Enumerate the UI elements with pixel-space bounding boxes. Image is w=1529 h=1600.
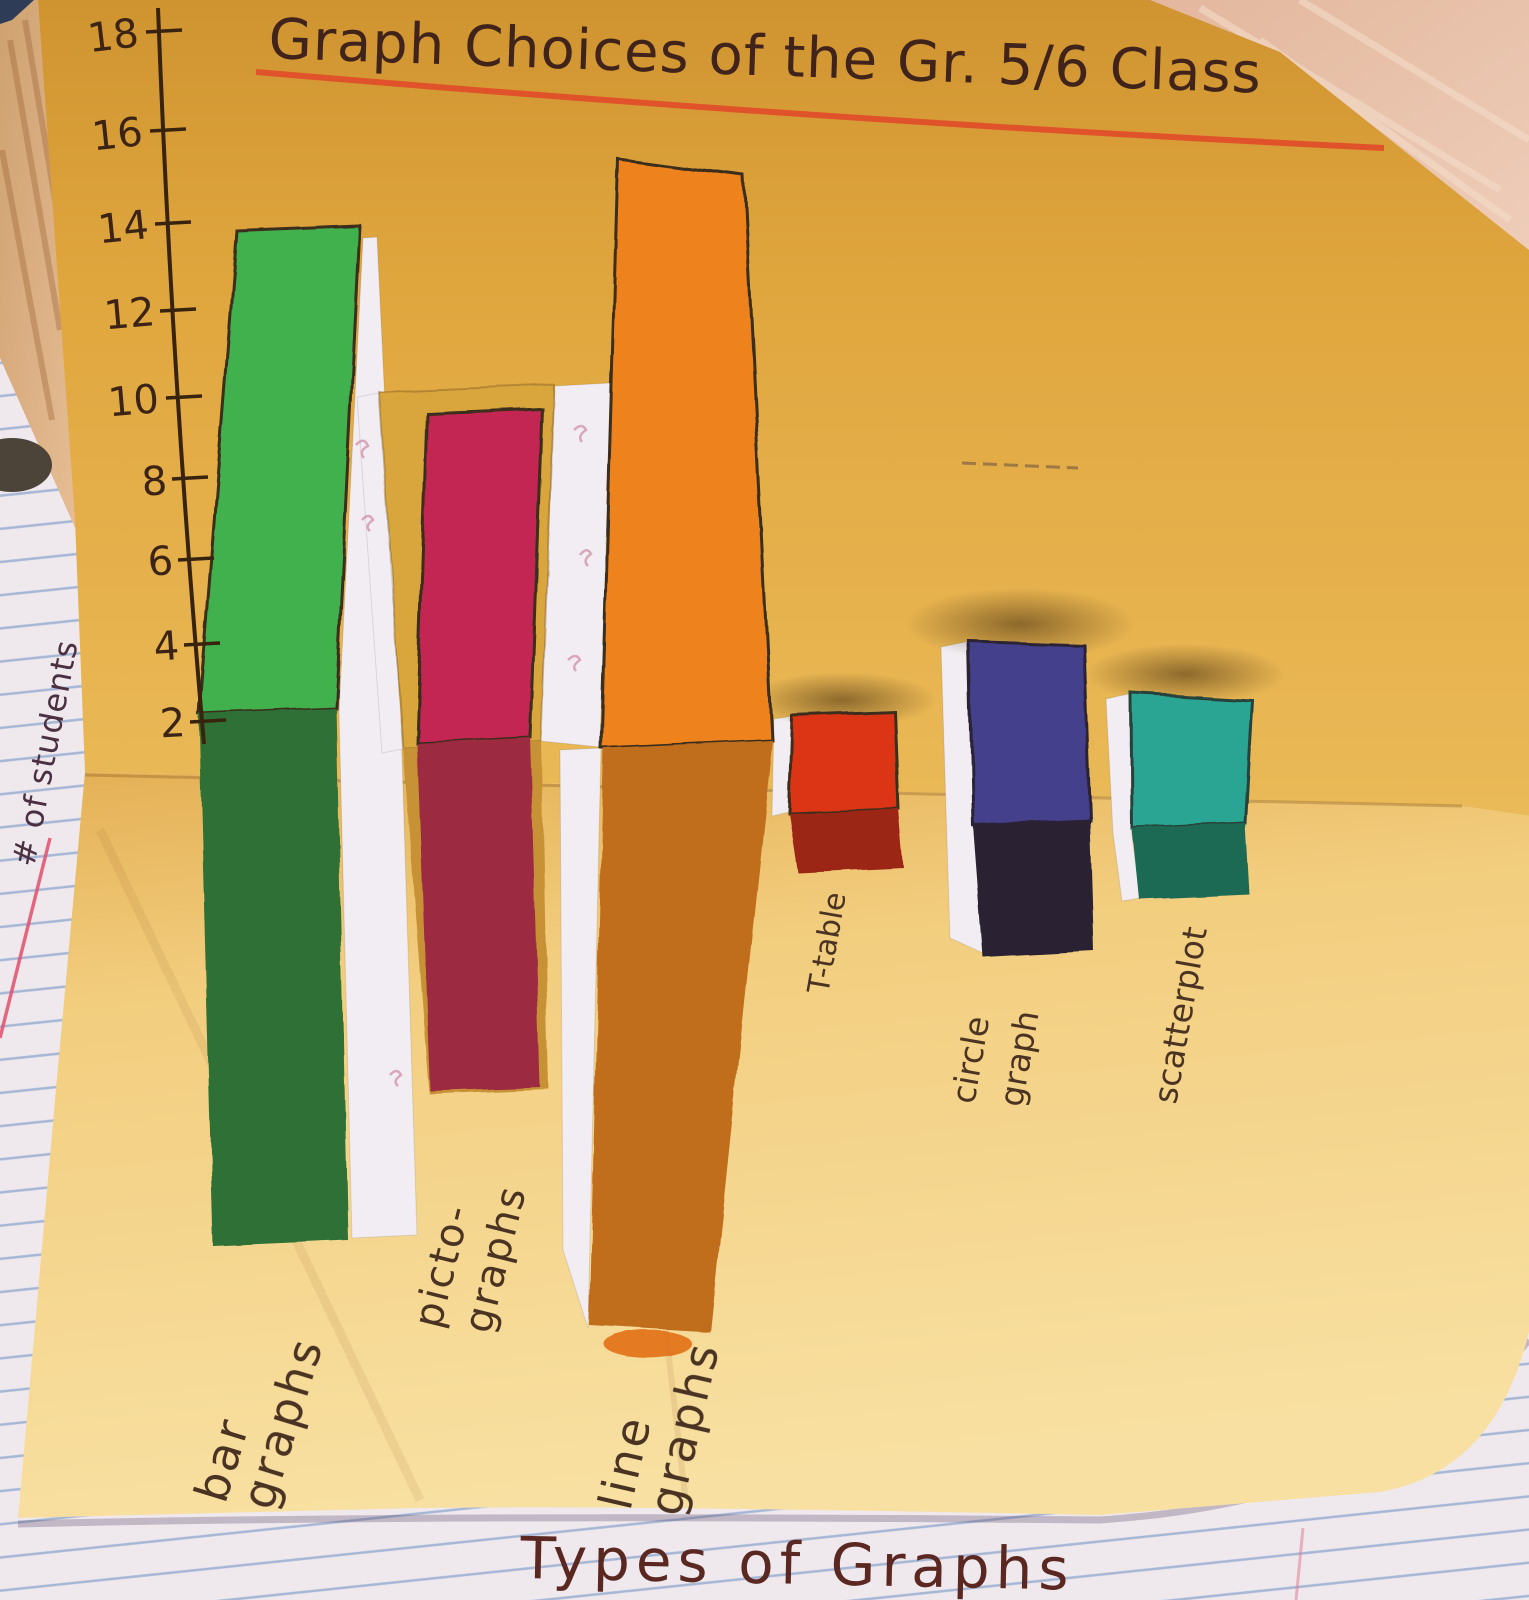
y-axis-ticks [145, 28, 227, 724]
ytick-4: 4 [152, 623, 181, 671]
red-margin-line-bottom [1294, 1527, 1305, 1600]
y-tick-labels: 18 16 14 12 10 8 6 4 2 [85, 10, 186, 747]
bar-ttable-fold [789, 809, 904, 873]
bar-scatterplot-fold [1132, 823, 1249, 899]
wood-top-right [1148, 0, 1529, 250]
red-margin-line [0, 837, 52, 1039]
ink-bleed-marks [355, 424, 593, 1087]
bar-pictographs-fold [417, 737, 540, 1091]
ytick-10: 10 [106, 376, 161, 426]
bar-circlegraph-face [967, 639, 1092, 827]
bar-linegraphs-fold [589, 740, 772, 1332]
bar-shadows [747, 588, 1285, 728]
ytick-12: 12 [102, 289, 157, 339]
ytick-18: 18 [85, 10, 141, 62]
title-underline [255, 69, 1385, 151]
slot-right-of-green [338, 236, 418, 1239]
ytick-16: 16 [90, 109, 145, 160]
x-axis-title: Types of Graphs [519, 1524, 1076, 1600]
pencil-smudge [961, 461, 1079, 470]
ytick-2: 2 [159, 700, 187, 747]
y-axis-line [156, 7, 206, 745]
bar-circlegraph-fold [973, 820, 1094, 957]
slot-left-of-orange-fold [559, 747, 602, 1329]
dark-corner-object [0, 0, 34, 24]
orange-crayon-stain [604, 1330, 692, 1358]
bar-ttable-face [787, 710, 901, 815]
ytick-14: 14 [96, 202, 151, 253]
wood-top-left [0, 0, 76, 530]
bar-pictographs-face [415, 407, 544, 745]
bar-linegraphs-face [599, 157, 774, 750]
shadow-blue [905, 588, 1135, 660]
shadow-teal [1085, 644, 1285, 704]
bars [197, 157, 1254, 1358]
ytick-8: 8 [140, 458, 169, 506]
bar-scatterplot-face [1129, 691, 1254, 830]
pen-tip-object [0, 438, 52, 492]
bar-bargraphs-fold [199, 708, 348, 1246]
ytick-6: 6 [146, 538, 175, 586]
